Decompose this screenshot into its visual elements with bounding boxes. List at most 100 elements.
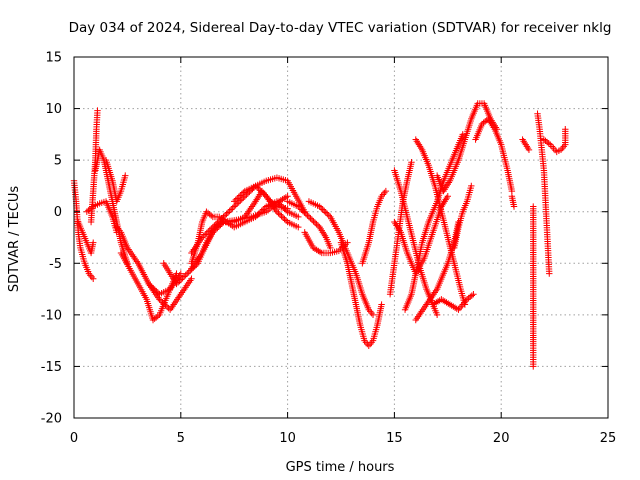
x-tick-label: 15 <box>386 431 403 446</box>
data-point <box>468 292 476 299</box>
data-point <box>160 300 168 308</box>
data-point <box>542 137 549 145</box>
data-point <box>214 224 221 232</box>
data-point <box>252 182 259 190</box>
data-point <box>157 297 165 305</box>
y-tick-label: -10 <box>41 308 62 323</box>
tick-layer <box>73 56 609 419</box>
data-point <box>444 193 451 200</box>
data-point <box>305 213 313 221</box>
data-point <box>433 311 441 319</box>
data-point <box>238 190 246 198</box>
data-point <box>255 185 262 193</box>
series-arc-30 <box>508 193 518 210</box>
data-point <box>217 221 224 229</box>
data-point <box>317 204 325 212</box>
data-point <box>179 274 186 282</box>
data-point <box>182 271 189 279</box>
data-point <box>180 273 188 280</box>
data-point <box>282 217 290 224</box>
y-tick-label: 15 <box>45 51 62 66</box>
series-arc-9 <box>145 275 195 313</box>
data-point <box>278 212 285 220</box>
data-point <box>310 218 317 225</box>
data-point <box>546 270 553 277</box>
data-point <box>365 342 372 349</box>
data-point <box>276 211 284 218</box>
data-point <box>296 204 304 212</box>
data-point <box>255 210 262 218</box>
data-point <box>226 207 233 215</box>
data-point <box>307 215 314 222</box>
data-point <box>208 212 215 219</box>
data-point <box>223 210 230 218</box>
series-arc-33 <box>534 110 553 277</box>
data-point <box>316 203 323 210</box>
data-point <box>259 206 267 213</box>
data-point <box>467 293 474 301</box>
data-point <box>203 208 210 215</box>
data-point <box>284 205 291 212</box>
data-point <box>366 340 374 348</box>
series-arc-32 <box>530 203 537 370</box>
data-point <box>151 315 158 322</box>
data-point <box>256 187 264 194</box>
series-arc-34 <box>540 126 569 156</box>
data-point <box>378 301 385 308</box>
data-point <box>204 209 212 217</box>
data-point <box>463 296 471 303</box>
data-point <box>295 213 302 221</box>
x-tick-label: 25 <box>600 431 617 446</box>
x-tick-label: 20 <box>493 431 510 446</box>
data-point <box>237 192 244 199</box>
data-point <box>212 226 220 233</box>
y-tick-label: -15 <box>41 360 62 375</box>
data-point <box>470 291 477 298</box>
data-point <box>88 273 95 281</box>
data-point <box>382 187 390 195</box>
data-point <box>149 316 157 324</box>
data-point <box>94 107 101 114</box>
data-point <box>468 182 475 190</box>
data-point <box>369 311 377 319</box>
data-point <box>188 275 195 282</box>
data-point <box>311 219 319 226</box>
chart-title: Day 034 of 2024, Sidereal Day-to-day VTE… <box>69 20 612 36</box>
series-arc-24 <box>391 193 451 277</box>
data-point <box>224 209 232 216</box>
data-point <box>203 229 210 237</box>
data-point <box>173 280 180 288</box>
y-axis-label: SDTVAR / TECUs <box>7 186 22 293</box>
data-point <box>159 299 166 306</box>
data-point <box>322 209 329 216</box>
data-point <box>83 208 91 215</box>
data-point <box>530 363 537 370</box>
series-arc-27 <box>433 100 501 195</box>
data-point <box>253 184 261 191</box>
x-axis-label: GPS time / hours <box>286 460 395 475</box>
data-point <box>85 207 92 214</box>
data-point <box>313 221 320 228</box>
data-point <box>221 212 229 219</box>
data-point <box>319 206 326 213</box>
data-point <box>156 296 163 303</box>
y-tick-label: 10 <box>45 102 62 117</box>
data-point <box>258 207 265 215</box>
data-point <box>459 131 466 138</box>
data-point <box>240 189 247 196</box>
data-point <box>235 193 242 201</box>
data-point <box>184 270 191 277</box>
data-point <box>456 304 464 312</box>
data-point <box>295 223 302 231</box>
data-point <box>154 312 162 320</box>
data-point <box>301 209 308 216</box>
series-arc-14 <box>231 182 302 231</box>
data-point <box>540 136 548 143</box>
data-point <box>525 146 533 154</box>
series-arc-7 <box>113 223 184 298</box>
data-point <box>174 279 182 286</box>
data-point <box>299 207 307 215</box>
data-point <box>209 229 217 236</box>
